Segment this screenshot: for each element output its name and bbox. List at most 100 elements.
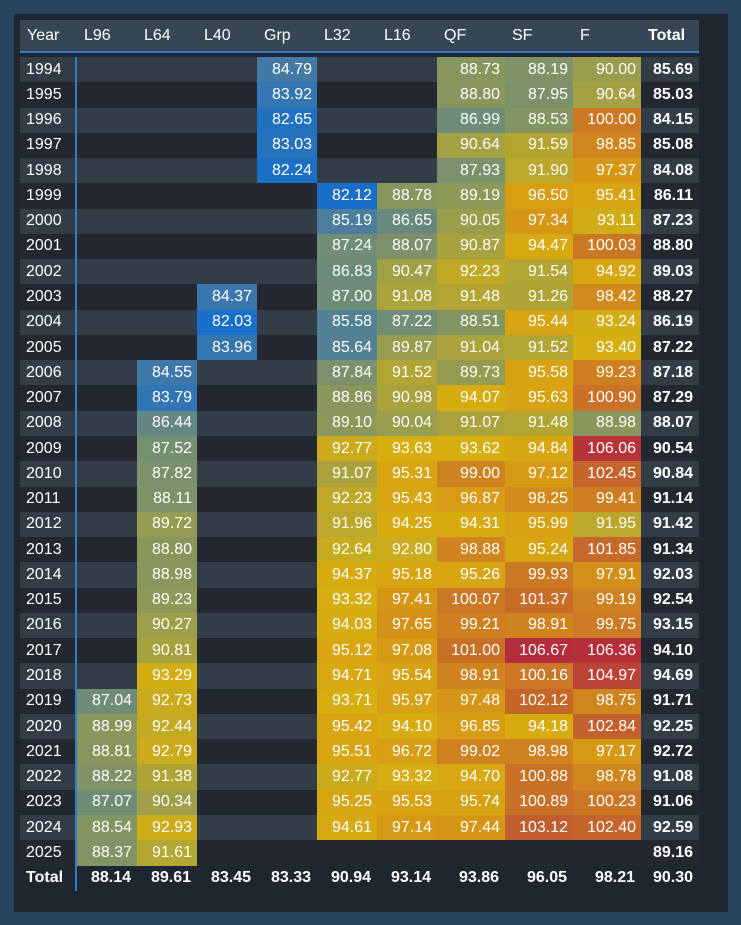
heat-cell: 87.04 [77, 688, 137, 714]
header-year[interactable]: Year [20, 20, 77, 53]
empty-cell [77, 587, 137, 613]
heat-cell: 90.04 [377, 410, 437, 436]
empty-cell [77, 435, 137, 462]
heat-cell: 95.18 [377, 562, 437, 588]
heat-cell: 100.88 [505, 764, 573, 790]
heat-cell: 102.45 [573, 461, 641, 487]
row-total-value: 92.59 [641, 814, 699, 841]
heat-cell: 86.65 [377, 208, 437, 234]
empty-cell [257, 259, 317, 285]
heat-cell: 90.27 [137, 612, 197, 639]
heat-cell: 90.34 [137, 789, 197, 815]
heat-cell: 90.64 [437, 132, 505, 159]
row-total-value: 89.16 [641, 840, 699, 866]
empty-cell [197, 612, 257, 639]
heat-cell: 95.54 [377, 663, 437, 689]
heat-cell: 100.00 [573, 107, 641, 133]
heat-cell: 95.44 [505, 309, 573, 335]
empty-cell [77, 334, 137, 361]
heat-cell: 87.52 [137, 435, 197, 462]
row-year-label: 2005 [20, 334, 77, 361]
heat-cell: 95.53 [377, 789, 437, 815]
heat-cell: 102.84 [573, 713, 641, 740]
heat-cell: 97.91 [573, 562, 641, 588]
heat-cell: 85.64 [317, 334, 377, 361]
empty-cell [197, 713, 257, 740]
matrix-table: Year L96 L64 L40 Grp L32 L16 QF SF F Total 1994 84.7… [20, 20, 699, 891]
header-l96[interactable]: L96 [77, 20, 137, 53]
heat-cell: 93.40 [573, 334, 641, 361]
heat-cell: 101.85 [573, 537, 641, 563]
row-year-label: 1998 [20, 158, 77, 184]
empty-cell [137, 57, 197, 83]
row-year-label: 2007 [20, 385, 77, 411]
heat-cell: 95.74 [437, 789, 505, 815]
heat-cell: 101.37 [505, 587, 573, 613]
heat-cell: 95.58 [505, 360, 573, 386]
empty-cell [77, 562, 137, 588]
heat-cell: 88.37 [77, 840, 137, 866]
heat-cell: 88.53 [505, 107, 573, 133]
row-year-label: 2001 [20, 233, 77, 260]
heat-cell: 88.73 [437, 57, 505, 83]
empty-cell [137, 132, 197, 159]
heat-cell: 90.98 [377, 385, 437, 411]
heat-cell: 97.08 [377, 638, 437, 664]
heat-cell: 102.40 [573, 814, 641, 841]
empty-cell [257, 208, 317, 234]
heat-cell: 84.55 [137, 360, 197, 386]
heat-cell: 92.80 [377, 537, 437, 563]
empty-cell [257, 385, 317, 411]
heat-cell: 87.95 [505, 82, 573, 108]
heat-cell: 106.06 [573, 435, 641, 462]
heat-cell: 88.19 [505, 57, 573, 83]
row-year-label: 2022 [20, 764, 77, 790]
header-f[interactable]: F [573, 20, 641, 53]
column-total-value: 96.05 [505, 865, 573, 891]
header-grp[interactable]: Grp [257, 20, 317, 53]
header-total[interactable]: Total [641, 20, 699, 53]
heat-cell: 86.99 [437, 107, 505, 133]
heat-cell: 95.99 [505, 511, 573, 538]
heat-cell: 89.72 [137, 511, 197, 538]
header-l40[interactable]: L40 [197, 20, 257, 53]
empty-cell [437, 840, 505, 866]
header-l16[interactable]: L16 [377, 20, 437, 53]
header-qf[interactable]: QF [437, 20, 505, 53]
heat-cell: 93.29 [137, 663, 197, 689]
heat-cell: 88.07 [377, 233, 437, 260]
heat-cell: 95.97 [377, 688, 437, 714]
empty-cell [257, 814, 317, 841]
row-year-label: 2011 [20, 486, 77, 512]
heat-cell: 94.25 [377, 511, 437, 538]
empty-cell [317, 82, 377, 108]
heat-cell: 91.08 [377, 284, 437, 310]
empty-cell [257, 334, 317, 361]
heat-cell: 98.88 [437, 537, 505, 563]
heat-cell: 99.21 [437, 612, 505, 639]
heat-cell: 92.23 [317, 486, 377, 512]
column-total-value: 88.14 [77, 865, 137, 891]
column-total-value: 90.30 [641, 865, 699, 891]
row-year-label: 2024 [20, 814, 77, 841]
heat-cell: 91.54 [505, 259, 573, 285]
row-year-label: 2020 [20, 713, 77, 740]
heat-cell: 84.37 [197, 284, 257, 310]
empty-cell [257, 764, 317, 790]
heat-cell: 82.03 [197, 309, 257, 335]
heat-cell: 92.73 [137, 688, 197, 714]
column-total-value: 83.45 [197, 865, 257, 891]
heat-cell: 91.52 [377, 360, 437, 386]
header-l64[interactable]: L64 [137, 20, 197, 53]
row-total-value: 87.29 [641, 385, 699, 411]
heat-cell: 91.04 [437, 334, 505, 361]
empty-cell [257, 840, 317, 866]
row-year-label: 1994 [20, 57, 77, 83]
heat-cell: 88.51 [437, 309, 505, 335]
heat-cell: 87.84 [317, 360, 377, 386]
heat-cell: 88.54 [77, 814, 137, 841]
heat-cell: 86.44 [137, 410, 197, 436]
row-total-value: 92.25 [641, 713, 699, 740]
header-l32[interactable]: L32 [317, 20, 377, 53]
header-sf[interactable]: SF [505, 20, 573, 53]
